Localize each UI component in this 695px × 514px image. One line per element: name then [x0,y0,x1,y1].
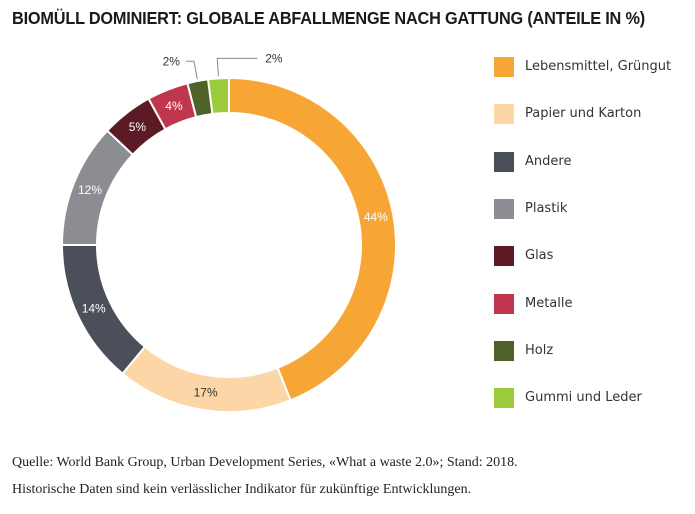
chart-title: BIOMÜLL DOMINIERT: GLOBALE ABFALLMENGE N… [12,8,645,28]
legend-label: Andere [525,153,572,169]
legend-label: Metalle [525,295,573,311]
slice-label-plastik: 12% [78,183,102,197]
legend-item-glas: Glas [494,246,694,267]
legend-item-papier-und-karton: Papier und Karton [494,104,694,125]
legend-label: Glas [525,248,554,264]
legend-label: Holz [525,342,554,358]
slice-papier-und-karton [121,345,292,413]
legend-item-plastik: Plastik [494,198,694,219]
legend-item-andere: Andere [494,151,694,172]
legend-swatch [494,388,514,409]
disclaimer-note: Historische Daten sind kein verlässliche… [12,482,472,497]
source-note: Quelle: World Bank Group, Urban Developm… [12,455,518,470]
slice-label-gummi-und-leder: 2% [265,51,283,65]
legend-swatch [494,293,514,314]
slice-label-holz: 2% [163,54,181,68]
leader-line-holz [185,60,198,80]
legend-swatch [494,104,514,125]
legend-item-metalle: Metalle [494,293,694,314]
legend-swatch [494,151,514,172]
legend-label: Papier und Karton [525,106,642,122]
slice-lebensmittel-gruengut [228,76,397,402]
slice-label-lebensmittel-gruengut: 44% [364,210,388,224]
legend-item-gummi-und-leder: Gummi und Leder [494,388,694,409]
slice-gummi-und-leder [206,76,230,116]
slice-label-andere: 14% [82,302,106,316]
legend-item-lebensmittel-gruengut: Lebensmittel, Grüngut [494,57,694,77]
legend-swatch [494,340,514,361]
leader-line-gummi-und-leder [216,57,258,77]
legend-label: Gummi und Leder [525,390,642,406]
legend-swatch [494,57,514,77]
slice-label-glas: 5% [129,120,147,134]
slice-label-papier-und-karton: 17% [194,386,218,400]
slice-label-metalle: 4% [165,99,183,113]
legend-label: Lebensmittel, Grüngut [525,59,672,74]
legend-item-holz: Holz [494,340,694,361]
legend-swatch [494,198,514,219]
legend-swatch [494,246,514,267]
legend-label: Plastik [525,200,568,216]
donut-chart: 44% 17% 14% 12% 5% 4% 2% 2% [60,51,397,413]
